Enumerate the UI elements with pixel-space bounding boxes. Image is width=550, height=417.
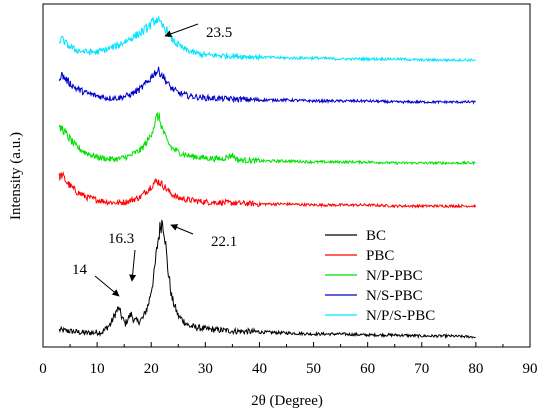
peak-annotation-arrow <box>170 224 194 235</box>
peak-annotation-arrow <box>94 275 120 297</box>
legend-label: N/P/S-PBC <box>366 308 435 324</box>
legend-label: N/P-PBC <box>366 268 423 284</box>
peak-annotation-label: 23.5 <box>206 25 232 41</box>
peak-annotation-arrow <box>164 23 199 38</box>
x-tick-label: 70 <box>414 361 429 377</box>
series-line-0 <box>58 219 476 340</box>
x-tick-label: 60 <box>360 361 375 377</box>
x-tick-label: 0 <box>39 361 47 377</box>
x-tick-label: 40 <box>252 361 267 377</box>
y-axis-label: Intensity (a.u.) <box>8 132 24 220</box>
plot-lines <box>58 16 476 340</box>
plot-frame <box>42 3 531 348</box>
series-line-1 <box>58 171 476 209</box>
series-line-3 <box>58 66 476 105</box>
series-line-2 <box>58 111 476 166</box>
peak-annotation-label: 22.1 <box>211 234 237 250</box>
peak-annotation-arrow <box>129 249 137 282</box>
annotations: 14 16.3 22.1 23.5 <box>72 23 237 297</box>
x-axis-ticks: 0 10 20 30 40 50 60 70 80 90 <box>39 342 538 377</box>
x-tick-label: 30 <box>198 361 213 377</box>
peak-annotation-label: 14 <box>72 262 88 278</box>
peak-annotation-label: 16.3 <box>108 231 134 247</box>
legend: BC PBC N/P-PBC N/S-PBC N/P/S-PBC <box>325 228 435 324</box>
legend-label: BC <box>366 228 386 244</box>
x-tick-label: 50 <box>306 361 321 377</box>
x-tick-label: 10 <box>90 361 105 377</box>
series-line-4 <box>58 16 476 63</box>
legend-label: N/S-PBC <box>366 288 423 304</box>
x-axis-label: 2θ (Degree) <box>251 393 323 409</box>
legend-label: PBC <box>366 248 394 264</box>
x-tick-label: 20 <box>144 361 159 377</box>
x-tick-label: 90 <box>523 361 538 377</box>
x-tick-label: 80 <box>468 361 483 377</box>
